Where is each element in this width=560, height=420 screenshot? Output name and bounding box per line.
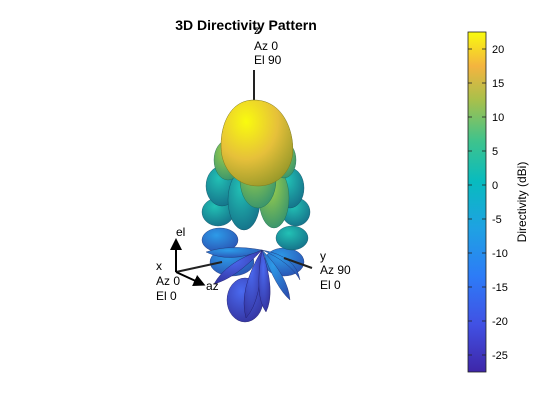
side-lobe <box>213 249 263 285</box>
colorbar-label: Directivity (dBi) <box>515 162 529 243</box>
side-lobe <box>275 225 309 251</box>
side-lobe <box>261 249 301 281</box>
colorbar-tick-label: -25 <box>492 350 508 362</box>
side-lobe <box>205 247 263 258</box>
colorbar-tick-label: -10 <box>492 248 508 260</box>
z-axis-el: El 90 <box>254 53 282 67</box>
x-axis-az: Az 0 <box>156 274 180 288</box>
radiation-pattern <box>201 99 311 323</box>
colorbar-tick-label: 0 <box>492 180 498 192</box>
z-axis-az: Az 0 <box>254 39 278 53</box>
colorbar-tick-label: 5 <box>492 146 498 158</box>
side-lobe <box>258 249 271 313</box>
el-label: el <box>176 225 185 239</box>
chart-title: 3D Directivity Pattern <box>175 17 317 33</box>
main-lobe <box>220 99 294 187</box>
colorbar-tick-label: 15 <box>492 78 504 90</box>
az-label: az <box>206 279 219 293</box>
colorbar-tick-label: 10 <box>492 112 504 124</box>
colorbar-gradient <box>467 31 487 373</box>
colorbar-tick-label: -20 <box>492 316 508 328</box>
y-axis-line <box>283 257 313 269</box>
colorbar: 20 15 10 5 0 -5 -10 -15 -20 -25 Directivity (dBi) <box>467 31 529 373</box>
z-axis-name: z <box>254 23 260 37</box>
side-lobe <box>261 249 291 301</box>
az-arrow <box>175 271 206 286</box>
y-axis-name: y <box>320 249 326 263</box>
x-axis-name: x <box>156 259 162 273</box>
x-axis-el: El 0 <box>156 289 177 303</box>
colorbar-tick-label: -5 <box>492 214 502 226</box>
x-axis-line <box>175 261 223 273</box>
colorbar-tick-label: -15 <box>492 282 508 294</box>
colorbar-tick-label: 20 <box>492 44 504 56</box>
y-axis-az: Az 90 <box>320 263 351 277</box>
y-axis-el: El 0 <box>320 278 341 292</box>
